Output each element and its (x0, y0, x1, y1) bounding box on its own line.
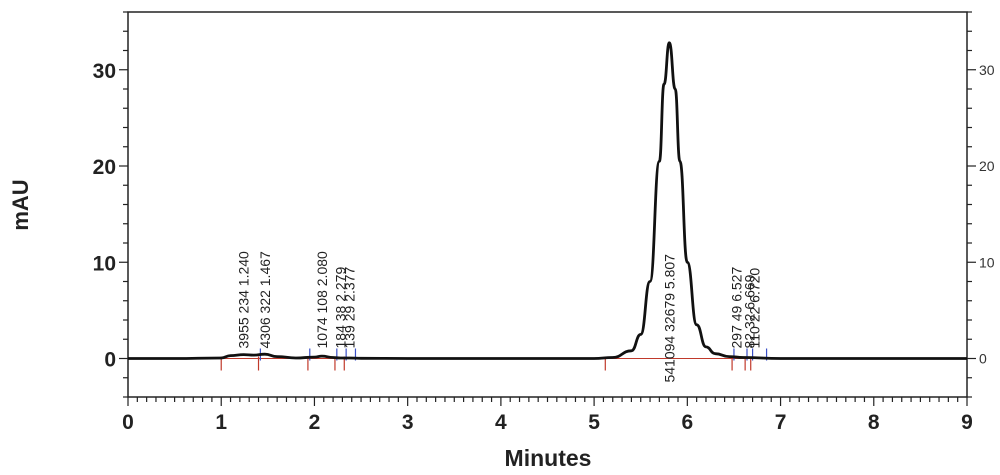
series-traces (127, 41, 967, 360)
peak-label: 82 32 6.669 (742, 274, 758, 348)
peak-label: 1074 108 2.080 (314, 251, 330, 349)
x-tick-label: 2 (309, 411, 321, 434)
chromatogram-trace (127, 41, 967, 360)
y-tick-label: 0 (104, 349, 116, 372)
axis-ticks: 0 1 2 3 4 5 6 7 8 9 0 10 20 30 0 10 20 30 (93, 11, 995, 434)
plot-border (127, 11, 968, 398)
peak-label: 297 49 6.527 (728, 267, 744, 349)
plot-frame (127, 11, 968, 398)
x-tick-label: 4 (495, 411, 507, 434)
x-tick-label: 7 (775, 411, 787, 434)
peak-label: 110 22 6.720 (746, 268, 762, 349)
x-tick-label: 5 (588, 411, 600, 434)
x-tick-label: 8 (868, 411, 880, 434)
x-tick-label: 6 (681, 411, 693, 434)
x-tick-label: 9 (961, 411, 973, 434)
peak-label: 3955 234 1.240 (236, 251, 252, 349)
peak-label: 139 29 2.377 (342, 267, 358, 349)
peak-label: 541094 32679 5.807 (661, 254, 677, 383)
y-tick-label: 10 (93, 252, 116, 275)
y-tick-label: 20 (93, 156, 116, 179)
x-tick-label: 0 (122, 411, 134, 434)
y-right-tick-label: 10 (979, 254, 995, 270)
y-axis-title: mAU (8, 179, 33, 230)
peak-label: 4306 322 1.467 (257, 251, 273, 349)
x-tick-label: 3 (402, 411, 414, 434)
y-right-tick-label: 30 (979, 62, 995, 78)
x-tick-label: 1 (215, 411, 227, 434)
y-right-tick-label: 20 (979, 158, 995, 174)
peak-labels: 3955 234 1.240 4306 322 1.467 1074 108 2.0… (236, 251, 763, 383)
y-tick-label: 30 (93, 60, 116, 83)
x-axis-title: Minutes (505, 445, 592, 471)
y-right-tick-label: 0 (979, 351, 987, 367)
peak-label: 184 38 2.279 (332, 267, 348, 349)
